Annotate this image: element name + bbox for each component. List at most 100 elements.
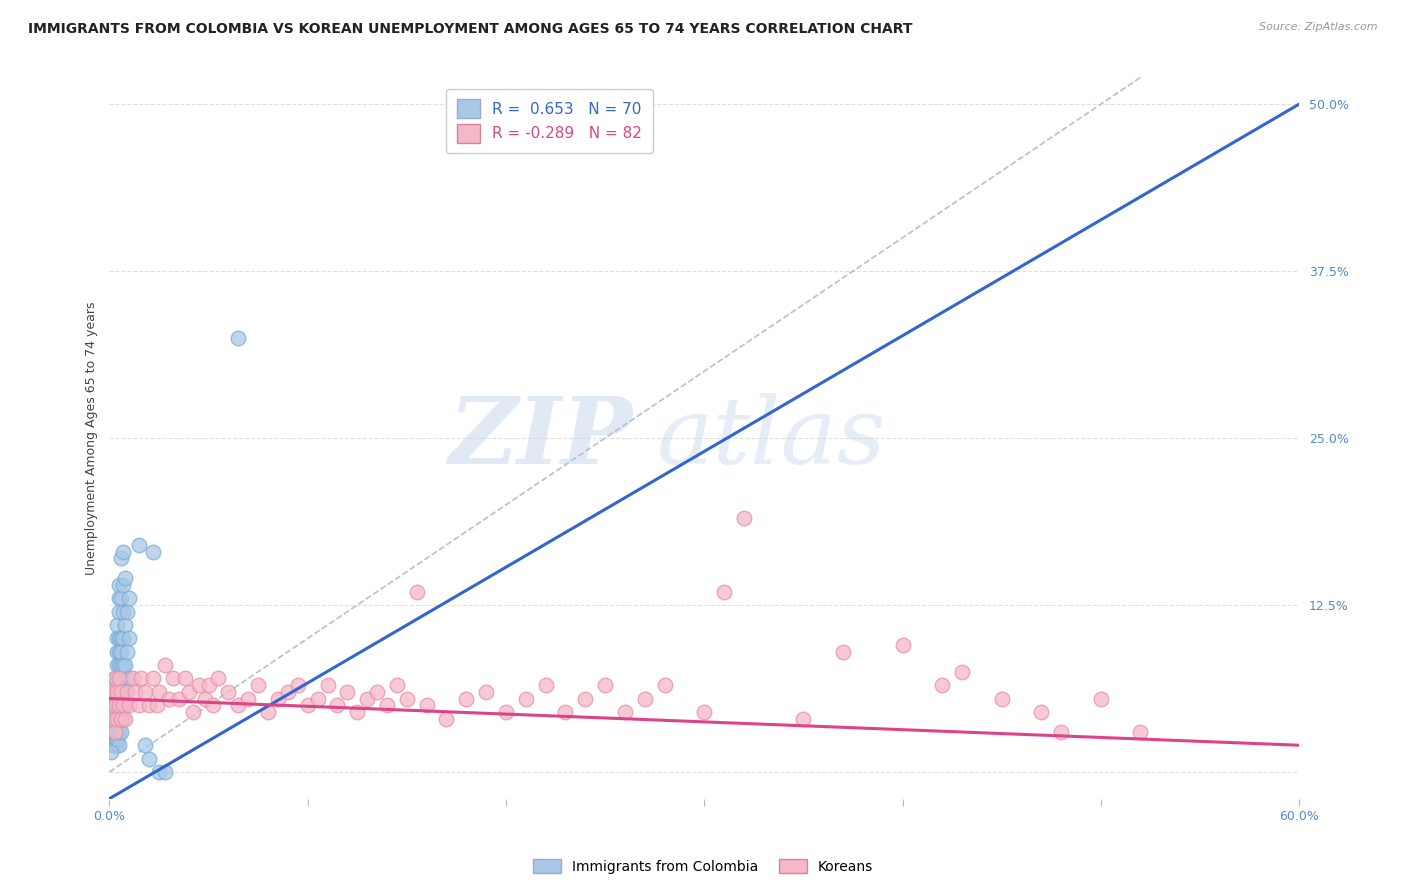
Point (103, 691, 125, 706)
Point (108, 591, 131, 606)
Point (153, 658, 176, 673)
Point (110, 712, 132, 726)
Point (157, 691, 180, 706)
Point (112, 632, 135, 646)
Point (177, 685, 200, 699)
Point (326, 698, 349, 713)
Text: atlas: atlas (657, 393, 886, 483)
Point (1129, 725, 1152, 739)
Point (405, 584, 427, 599)
Point (105, 672, 128, 686)
Point (110, 698, 132, 713)
Point (105, 685, 128, 699)
Point (832, 645, 855, 659)
Point (108, 645, 131, 659)
Point (129, 672, 152, 686)
Point (307, 691, 329, 706)
Point (226, 331, 249, 345)
Point (375, 698, 398, 713)
Point (118, 632, 141, 646)
Point (950, 665, 973, 679)
Point (277, 685, 299, 699)
Point (118, 591, 141, 606)
Point (105, 645, 128, 659)
Text: Source: ZipAtlas.com: Source: ZipAtlas.com (1260, 22, 1378, 32)
Point (105, 658, 128, 673)
Point (162, 672, 184, 686)
Point (110, 685, 132, 699)
Point (105, 738, 128, 752)
Point (181, 705, 204, 719)
Point (436, 712, 458, 726)
Text: IMMIGRANTS FROM COLOMBIA VS KOREAN UNEMPLOYMENT AMONG AGES 65 TO 74 YEARS CORREL: IMMIGRANTS FROM COLOMBIA VS KOREAN UNEMP… (28, 22, 912, 37)
Point (108, 712, 131, 726)
Point (495, 705, 517, 719)
Point (108, 658, 131, 673)
Point (153, 764, 176, 779)
Point (207, 672, 229, 686)
Point (990, 691, 1012, 706)
Point (104, 672, 127, 686)
Point (1031, 705, 1053, 719)
Point (366, 685, 388, 699)
Point (112, 578, 135, 592)
Point (103, 705, 125, 719)
Point (108, 605, 131, 619)
Point (114, 712, 136, 726)
Point (187, 678, 209, 692)
Point (346, 705, 368, 719)
Point (100, 745, 122, 759)
Point (931, 678, 953, 692)
Point (634, 691, 657, 706)
Point (108, 672, 131, 686)
Point (226, 698, 249, 713)
Point (128, 698, 150, 713)
Legend: Immigrants from Colombia, Koreans: Immigrants from Colombia, Koreans (526, 852, 880, 880)
Point (105, 712, 128, 726)
Point (108, 725, 131, 739)
Point (194, 691, 217, 706)
Point (693, 705, 716, 719)
Point (356, 691, 378, 706)
Point (316, 678, 339, 692)
Point (105, 712, 128, 726)
Point (117, 645, 139, 659)
Point (117, 685, 139, 699)
Point (1090, 691, 1112, 706)
Point (122, 672, 145, 686)
Point (104, 712, 127, 726)
Point (336, 685, 359, 699)
Point (108, 698, 131, 713)
Legend: R =  0.653   N = 70, R = -0.289   N = 82: R = 0.653 N = 70, R = -0.289 N = 82 (446, 88, 652, 153)
Point (104, 698, 127, 713)
Point (100, 718, 122, 732)
Point (112, 698, 135, 713)
Point (167, 691, 190, 706)
Point (108, 672, 131, 686)
Point (456, 691, 478, 706)
Point (112, 658, 135, 673)
Point (104, 725, 127, 739)
Point (103, 712, 125, 726)
Point (173, 672, 195, 686)
Point (124, 685, 146, 699)
Point (534, 678, 557, 692)
Point (103, 685, 125, 699)
Point (108, 632, 131, 646)
Point (287, 678, 309, 692)
Point (117, 685, 139, 699)
Point (104, 725, 127, 739)
Point (118, 672, 141, 686)
Point (142, 544, 165, 558)
Point (117, 605, 139, 619)
Point (104, 672, 127, 686)
Point (108, 678, 131, 692)
Point (385, 678, 408, 692)
Point (415, 698, 437, 713)
Point (110, 672, 132, 686)
Point (217, 685, 239, 699)
Point (297, 698, 319, 713)
Point (110, 632, 132, 646)
Point (105, 632, 128, 646)
Point (395, 691, 418, 706)
